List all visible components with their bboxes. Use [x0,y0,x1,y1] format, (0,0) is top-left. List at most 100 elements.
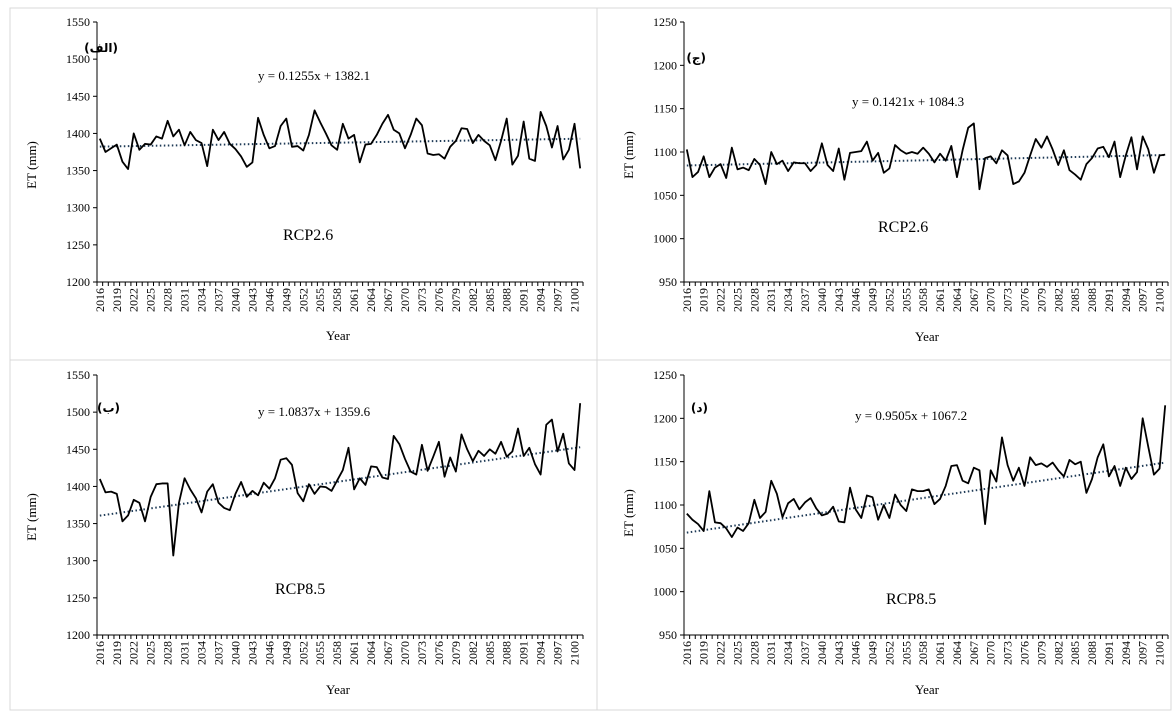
x-tick-label: 2022 [127,641,141,665]
x-tick-label: 2055 [313,641,327,665]
x-tick-label: 2037 [798,288,812,312]
x-tick-label: 2088 [500,288,514,312]
scenario-label: RCP8.5 [886,591,936,608]
x-tick-label: 2070 [984,288,998,312]
x-tick-label: 2094 [534,641,548,665]
et-series-line [99,403,582,557]
trendline-equation: y = 0.1255x + 1382.1 [258,68,370,83]
x-tick-label: 2019 [697,641,711,665]
y-tick-label: 1150 [653,455,677,469]
y-tick-label: 950 [659,275,677,289]
y-axis-title: ET (mm) [621,489,636,537]
x-tick-label: 2043 [832,641,846,665]
y-tick-label: 1100 [653,145,677,159]
x-tick-label: 2049 [866,288,880,312]
x-tick-label: 2040 [815,641,829,665]
x-tick-label: 2076 [1017,288,1031,312]
x-tick-label: 2079 [449,641,463,665]
et-series-line [99,109,582,170]
x-tick-label: 2037 [798,641,812,665]
x-tick-label: 2031 [178,641,192,665]
y-tick-label: 1150 [653,102,677,116]
x-tick-label: 2061 [347,641,361,665]
x-tick-label: 2022 [714,641,728,665]
x-tick-label: 2067 [381,641,395,665]
x-tick-label: 2100 [568,288,582,312]
x-tick-label: 2073 [415,641,429,665]
x-tick-label: 2091 [517,288,531,312]
y-tick-label: 1550 [66,368,90,382]
x-tick-label: 2046 [262,641,276,665]
y-tick-label: 1500 [66,52,90,66]
x-tick-label: 2085 [1068,641,1082,665]
x-tick-label: 2034 [781,288,795,312]
scenario-label: RCP2.6 [878,219,928,236]
panel-label: (ب) [97,401,120,415]
y-tick-label: 1500 [66,405,90,419]
x-tick-label: 2091 [1102,641,1116,665]
y-tick-label: 1350 [66,517,90,531]
trendline-equation: y = 0.9505x + 1067.2 [855,408,967,423]
x-tick-label: 2049 [866,641,880,665]
et-series-line [686,405,1167,538]
x-tick-label: 2058 [916,641,930,665]
x-tick-label: 2094 [534,288,548,312]
x-tick-label: 2019 [697,288,711,312]
x-tick-label: 2058 [330,288,344,312]
x-tick-label: 2082 [1051,288,1065,312]
x-tick-label: 2034 [195,288,209,312]
x-tick-label: 2043 [245,641,259,665]
x-tick-label: 2028 [161,641,175,665]
x-tick-label: 2055 [899,288,913,312]
panel-label: (ج) [686,51,706,65]
x-tick-label: 2046 [849,288,863,312]
x-axis-title: Year [915,682,940,697]
x-tick-label: 2043 [832,288,846,312]
x-tick-label: 2070 [398,288,412,312]
y-tick-label: 1200 [66,628,90,642]
x-tick-label: 2076 [1017,641,1031,665]
x-tick-label: 2049 [279,641,293,665]
trend-line [99,137,581,148]
y-tick-label: 1400 [66,126,90,140]
et-series-line [685,122,1166,191]
y-tick-label: 1250 [653,368,677,382]
x-tick-label: 2019 [110,288,124,312]
y-tick-label: 1300 [66,201,90,215]
scenario-label: RCP2.6 [283,227,333,244]
y-axis-title: ET (mm) [621,131,636,179]
x-tick-label: 2016 [680,641,694,665]
x-tick-label: 2100 [568,641,582,665]
x-tick-label: 2046 [262,288,276,312]
x-tick-label: 2061 [933,641,947,665]
x-tick-label: 2043 [245,288,259,312]
x-tick-label: 2037 [212,288,226,312]
x-tick-label: 2085 [483,641,497,665]
x-tick-label: 2100 [1153,641,1167,665]
x-tick-label: 2049 [279,288,293,312]
x-tick-label: 2025 [144,641,158,665]
x-tick-label: 2073 [1001,641,1015,665]
x-tick-label: 2088 [1085,288,1099,312]
x-tick-label: 2034 [195,641,209,665]
x-tick-label: 2097 [551,288,565,312]
x-tick-label: 2028 [747,288,761,312]
x-tick-label: 2067 [381,288,395,312]
x-tick-label: 2088 [1085,641,1099,665]
x-tick-label: 2097 [1136,641,1150,665]
x-tick-label: 2016 [93,641,107,665]
x-tick-label: 2079 [449,288,463,312]
chart-panel-jim-rcp26: (ج) y = 0.1421x + 1084.3 RCP2.6 Year ET … [621,15,1169,344]
chart-panel-alef-rcp26: (الف) y = 0.1255x + 1382.1 RCP2.6 Year E… [24,15,584,343]
y-tick-label: 1400 [66,479,90,493]
x-axis-title: Year [326,328,351,343]
trend-line [99,446,581,517]
x-tick-label: 2094 [1119,288,1133,312]
x-axis-title: Year [326,682,351,697]
y-tick-label: 1250 [66,591,90,605]
y-tick-label: 1300 [66,554,90,568]
y-tick-label: 1100 [653,498,677,512]
x-tick-label: 2073 [1001,288,1015,312]
x-tick-label: 2031 [764,641,778,665]
